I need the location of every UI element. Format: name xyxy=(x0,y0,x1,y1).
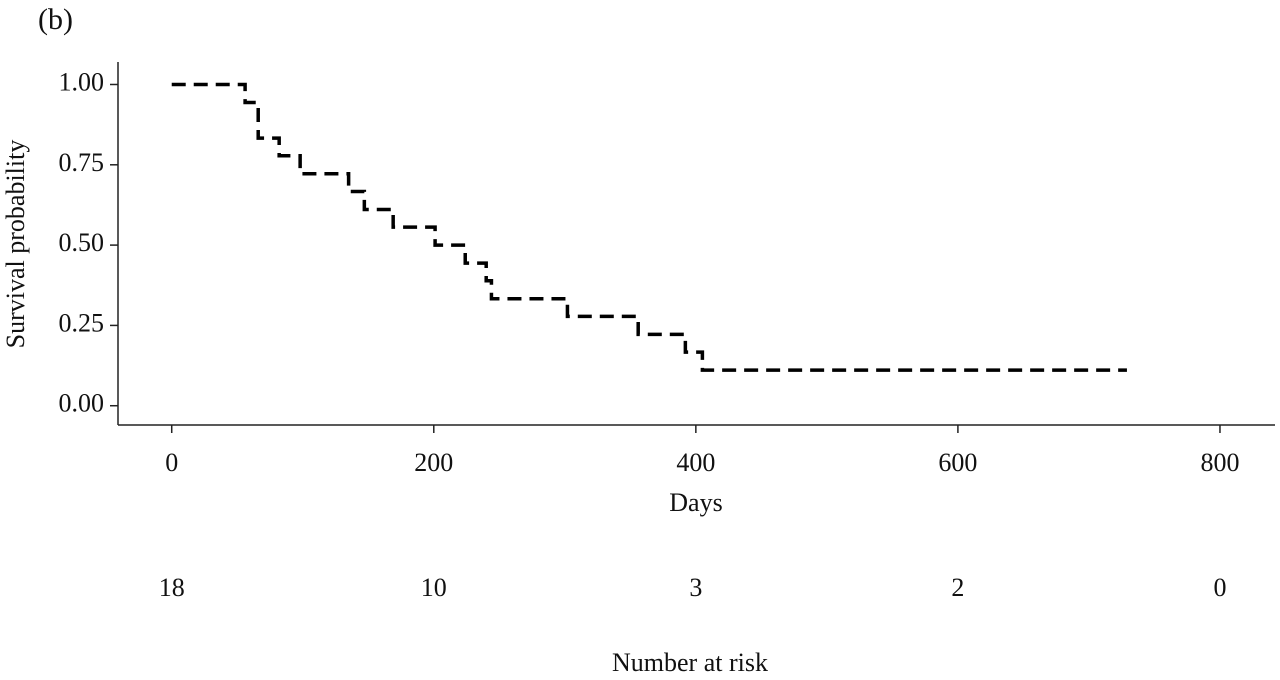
risk-count: 10 xyxy=(421,573,447,602)
x-tick-label: 400 xyxy=(676,448,715,477)
risk-table-title: Number at risk xyxy=(612,648,768,677)
survival-curve xyxy=(171,82,1127,372)
risk-count: 0 xyxy=(1213,573,1226,602)
y-tick-label: 0.50 xyxy=(59,228,105,257)
x-tick-label: 200 xyxy=(414,448,453,477)
risk-count: 18 xyxy=(159,573,185,602)
y-tick-label: 1.00 xyxy=(59,67,105,96)
y-tick-label: 0.75 xyxy=(59,148,105,177)
x-tick-label: 800 xyxy=(1200,448,1239,477)
y-axis-label: Survival probability xyxy=(1,140,30,349)
y-tick-label: 0.25 xyxy=(59,308,105,337)
y-tick-label: 0.00 xyxy=(59,389,105,418)
risk-count: 3 xyxy=(689,573,702,602)
risk-count: 2 xyxy=(951,573,964,602)
x-axis-label: Days xyxy=(669,488,722,517)
panel-label: (b) xyxy=(38,3,73,36)
x-tick-label: 600 xyxy=(938,448,977,477)
x-tick-label: 0 xyxy=(165,448,178,477)
